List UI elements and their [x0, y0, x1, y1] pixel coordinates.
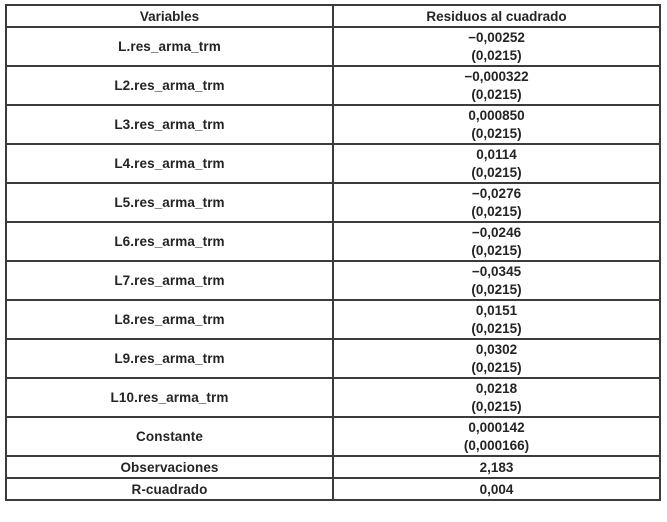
- variable-label: L8.res_arma_trm: [5, 299, 334, 340]
- value-cell: 0,000850 (0,0215): [332, 104, 661, 145]
- table-row-rsquared: R-cuadrado 0,004: [5, 477, 661, 501]
- coefficient: −0,00252: [468, 29, 525, 45]
- standard-error: (0,0215): [471, 47, 522, 63]
- coefficient: −0,0345: [471, 263, 522, 279]
- standard-error: (0,0215): [471, 398, 522, 414]
- variable-label: L2.res_arma_trm: [5, 65, 334, 106]
- regression-table: Variables Residuos al cuadrado L.res_arm…: [5, 4, 661, 501]
- coefficient: 0,000142: [468, 419, 525, 435]
- table-row: L.res_arma_trm −0,00252 (0,0215): [5, 26, 661, 67]
- value-cell: 0,0218 (0,0215): [332, 377, 661, 418]
- value-cell: 0,0302 (0,0215): [332, 338, 661, 379]
- coefficient: 0,0302: [475, 341, 518, 357]
- variable-label: Constante: [5, 416, 334, 457]
- table-row: Constante 0,000142 (0,000166): [5, 416, 661, 457]
- table-row-observations: Observaciones 2,183: [5, 455, 661, 479]
- standard-error: (0,0215): [471, 359, 522, 375]
- table-row: L8.res_arma_trm 0,0151 (0,0215): [5, 299, 661, 340]
- standard-error: (0,000166): [463, 437, 530, 453]
- standard-error: (0,0215): [471, 86, 522, 102]
- summary-label: Observaciones: [5, 455, 334, 479]
- summary-label: R-cuadrado: [5, 477, 334, 501]
- table-row: L2.res_arma_trm −0,000322 (0,0215): [5, 65, 661, 106]
- summary-value: 2,183: [332, 455, 661, 479]
- value-cell: −0,0246 (0,0215): [332, 221, 661, 262]
- column-header-residuals: Residuos al cuadrado: [332, 4, 661, 28]
- coefficient: 0,0218: [475, 380, 518, 396]
- coefficient: −0,0276: [471, 185, 522, 201]
- table-row: L6.res_arma_trm −0,0246 (0,0215): [5, 221, 661, 262]
- variable-label: L9.res_arma_trm: [5, 338, 334, 379]
- table-row: L4.res_arma_trm 0,0114 (0,0215): [5, 143, 661, 184]
- standard-error: (0,0215): [471, 125, 522, 141]
- value-cell: −0,00252 (0,0215): [332, 26, 661, 67]
- column-header-variables: Variables: [5, 4, 334, 28]
- coefficient: −0,000322: [464, 68, 529, 84]
- standard-error: (0,0215): [471, 164, 522, 180]
- value-cell: −0,000322 (0,0215): [332, 65, 661, 106]
- standard-error: (0,0215): [471, 281, 522, 297]
- table-row: L3.res_arma_trm 0,000850 (0,0215): [5, 104, 661, 145]
- variable-label: L4.res_arma_trm: [5, 143, 334, 184]
- coefficient: −0,0246: [471, 224, 522, 240]
- value-cell: −0,0276 (0,0215): [332, 182, 661, 223]
- table-row: L7.res_arma_trm −0,0345 (0,0215): [5, 260, 661, 301]
- variable-label: L.res_arma_trm: [5, 26, 334, 67]
- coefficient: 0,0114: [476, 146, 517, 162]
- variable-label: L7.res_arma_trm: [5, 260, 334, 301]
- table-row: L9.res_arma_trm 0,0302 (0,0215): [5, 338, 661, 379]
- standard-error: (0,0215): [471, 203, 522, 219]
- coefficient: 0,0151: [475, 302, 518, 318]
- standard-error: (0,0215): [471, 320, 522, 336]
- summary-value: 0,004: [332, 477, 661, 501]
- coefficient: 0,000850: [468, 107, 525, 123]
- variable-label: L3.res_arma_trm: [5, 104, 334, 145]
- value-cell: −0,0345 (0,0215): [332, 260, 661, 301]
- variable-label: L5.res_arma_trm: [5, 182, 334, 223]
- value-cell: 0,0114 (0,0215): [332, 143, 661, 184]
- header-row: Variables Residuos al cuadrado: [5, 4, 661, 28]
- variable-label: L10.res_arma_trm: [5, 377, 334, 418]
- table-row: L5.res_arma_trm −0,0276 (0,0215): [5, 182, 661, 223]
- standard-error: (0,0215): [471, 242, 522, 258]
- table-row: L10.res_arma_trm 0,0218 (0,0215): [5, 377, 661, 418]
- value-cell: 0,000142 (0,000166): [332, 416, 661, 457]
- value-cell: 0,0151 (0,0215): [332, 299, 661, 340]
- variable-label: L6.res_arma_trm: [5, 221, 334, 262]
